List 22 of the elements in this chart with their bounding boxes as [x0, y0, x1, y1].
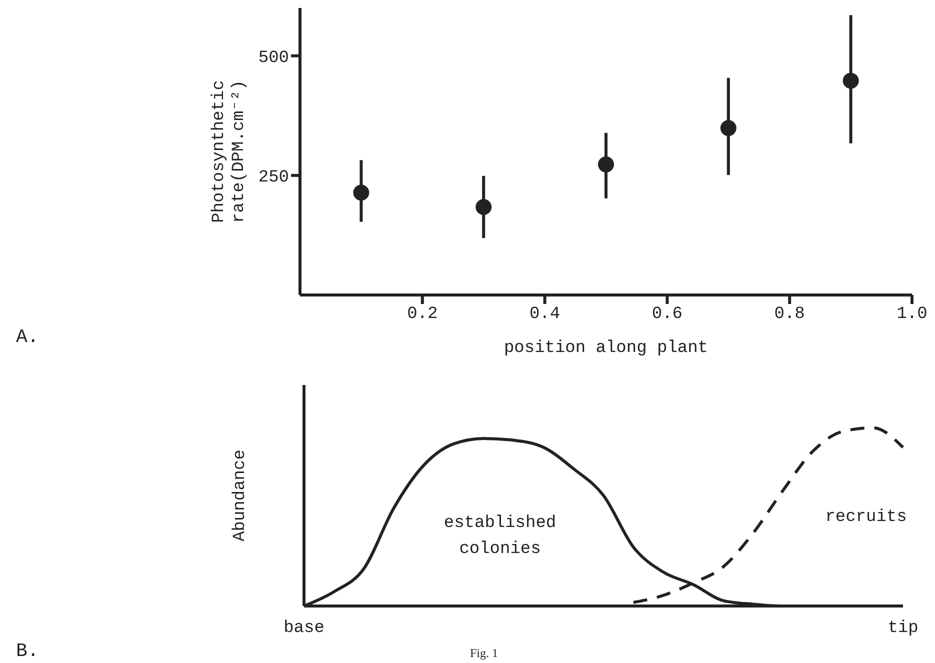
- text: established colonies: [442, 513, 558, 561]
- text: recruits: [824, 507, 908, 529]
- y-tick-label: 500: [258, 48, 289, 68]
- point: [842, 72, 859, 89]
- point: [720, 120, 736, 136]
- x-tick-label: tip: [888, 619, 918, 638]
- x-tick-label: 0.6: [652, 305, 683, 324]
- text: A.: [16, 326, 39, 348]
- x-tick-label: 0.8: [774, 305, 805, 324]
- caption: Fig. 1: [470, 646, 498, 661]
- x-axis-title: position along plant: [504, 339, 708, 358]
- point: [353, 184, 370, 201]
- y-axis-title: Photosynthetic rate(DPM.cm⁻²): [210, 80, 249, 223]
- y-tick-label: 250: [258, 168, 289, 188]
- x-tick-label: 0.4: [529, 305, 560, 324]
- point: [476, 198, 492, 215]
- x-tick-label: 1.0: [896, 305, 928, 324]
- text: B.: [16, 640, 39, 662]
- x-tick-label: 0.2: [407, 305, 438, 324]
- y-axis-title: Abundance: [231, 450, 250, 542]
- point: [598, 156, 614, 172]
- x-tick-label: base: [284, 619, 324, 638]
